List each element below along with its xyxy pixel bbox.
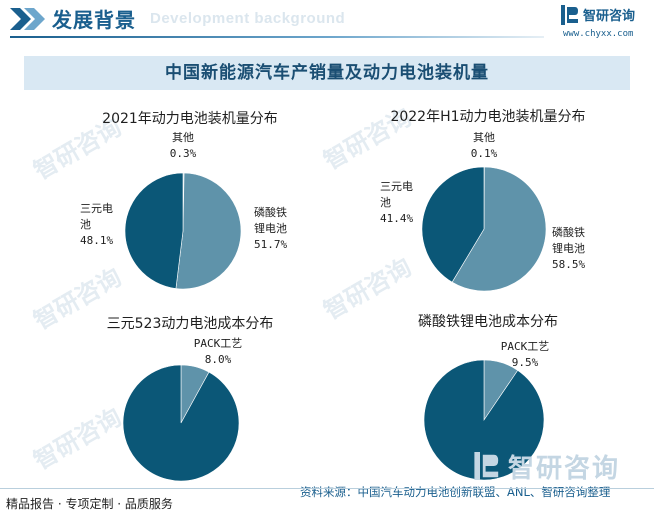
double-chevron-icon: [10, 8, 45, 30]
slice-label: 三元电池 48.1%: [80, 202, 113, 247]
slice-label: 其他 0.3%: [170, 131, 197, 160]
slice-label: 其他 0.1%: [471, 131, 498, 160]
header-divider: [10, 36, 544, 38]
chart-title: 磷酸铁锂电池成本分布: [418, 314, 558, 330]
slice-label: 磷酸铁锂电池 58.5%: [552, 225, 585, 271]
footer-divider: [0, 488, 654, 489]
slice-label: 三元电池 41.4%: [380, 180, 413, 225]
chart-title: 2022年H1动力电池装机量分布: [390, 109, 585, 125]
footer-logo-icon: [474, 452, 499, 480]
footer-logo: 智研咨询: [472, 452, 618, 484]
pie-slice: [122, 364, 240, 482]
brand-logo-icon: [561, 5, 578, 25]
footer-tagline: 精品报告 · 专项定制 · 品质服务: [6, 497, 173, 511]
pie-chart: 三元523动力电池成本分布 PACK工艺 8.0%: [107, 316, 274, 482]
page-title: 发展背景: [52, 8, 136, 32]
chart-title: 2021年动力电池装机量分布: [102, 111, 278, 127]
slice-label: PACK工艺 9.5%: [501, 340, 550, 369]
section-banner: 中国新能源汽车产销量及动力电池装机量: [24, 56, 630, 90]
pie-slice: [421, 166, 485, 283]
chart-title: 三元523动力电池成本分布: [107, 316, 274, 332]
brand-url: www.chyxx.com: [563, 29, 634, 39]
header-watermark: Development background: [150, 10, 346, 27]
pie-slice: [423, 359, 545, 481]
header: Development background 发展背景 智研咨询 www.chy…: [0, 0, 654, 48]
pie-chart: 磷酸铁锂电池成本分布 PACK工艺 9.5%: [418, 314, 558, 481]
brand-name: 智研咨询: [583, 9, 636, 24]
data-source: 资料来源：中国汽车动力电池创新联盟、ANL、智研咨询整理: [300, 485, 611, 499]
slice-label: PACK工艺 8.0%: [194, 337, 243, 366]
pie-slice: [451, 166, 547, 292]
slice-label: 磷酸铁锂电池 51.7%: [254, 205, 287, 251]
pie-slice: [124, 172, 184, 289]
footer-logo-text: 智研咨询: [508, 454, 621, 484]
pie-slice: [175, 172, 242, 290]
